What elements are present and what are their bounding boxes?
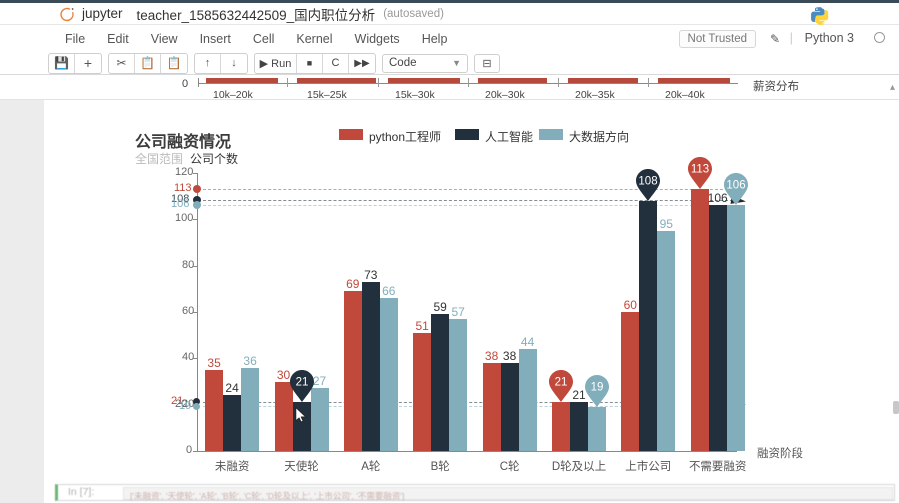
svg-text:19: 19 bbox=[591, 382, 604, 394]
svg-text:108: 108 bbox=[639, 175, 658, 187]
svg-text:106: 106 bbox=[726, 180, 745, 192]
svg-text:113: 113 bbox=[691, 164, 709, 176]
svg-text:21: 21 bbox=[555, 377, 568, 389]
svg-text:21: 21 bbox=[295, 377, 308, 389]
